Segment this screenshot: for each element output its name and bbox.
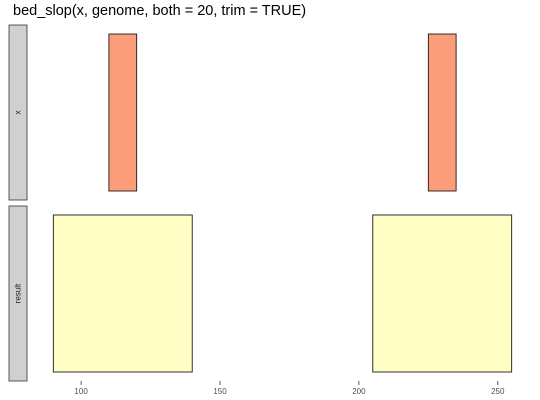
- x-tick-label: 100: [74, 387, 88, 396]
- interval-bar: [52, 214, 193, 373]
- interval-bar: [372, 214, 513, 373]
- facet-strip-label: result: [14, 283, 23, 303]
- x-tick-label: 200: [352, 387, 366, 396]
- facet-strip-label: x: [14, 111, 23, 115]
- chart-title: bed_slop(x, genome, both = 20, trim = TR…: [13, 3, 307, 19]
- panel-result: result: [8, 205, 513, 382]
- x-tick-label: 150: [213, 387, 227, 396]
- panels-layer: x result: [8, 24, 513, 382]
- x-tick-label: 250: [491, 387, 505, 396]
- x-axis: 100 150 200 250: [74, 381, 505, 396]
- panel-x: x: [8, 24, 457, 201]
- interval-bar: [108, 33, 138, 192]
- facet-strip: [8, 205, 28, 382]
- interval-bar: [427, 33, 457, 192]
- facet-strip: [8, 24, 28, 201]
